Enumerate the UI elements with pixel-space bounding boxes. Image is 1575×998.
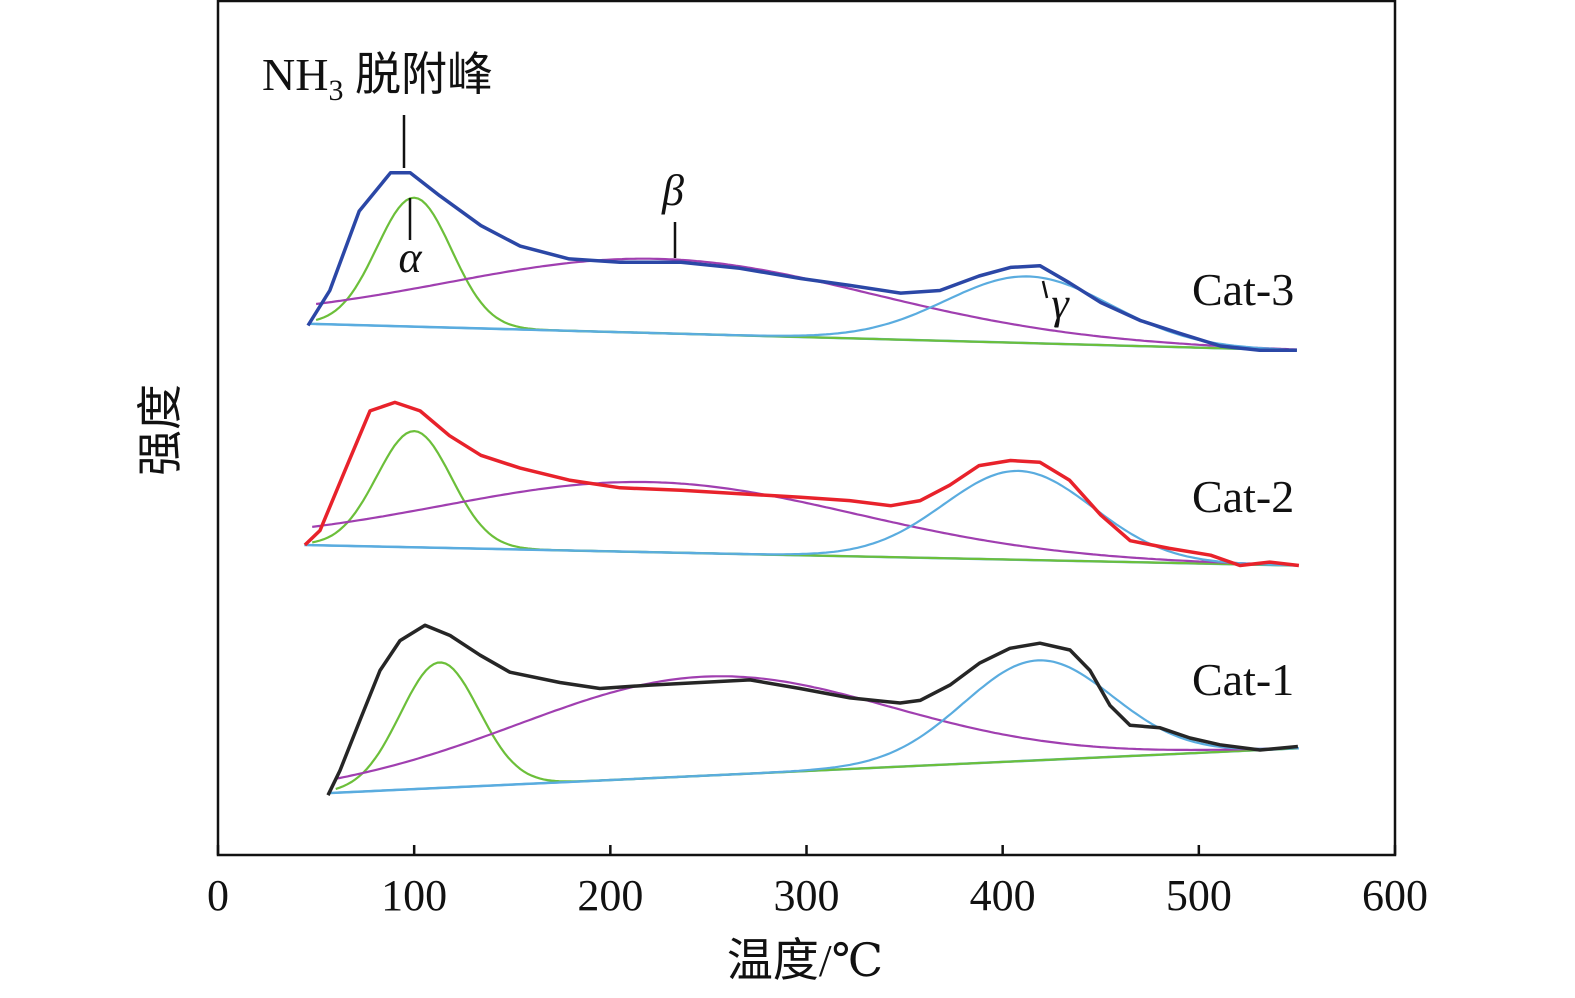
annotation-nh3-suffix: 脱附峰 [343,49,493,100]
annotation-nh3-desorption-peak: NH3 脱附峰 [262,49,493,107]
gamma-fit-cat-1 [335,659,1297,794]
annotation-alpha: α [398,233,422,282]
beta-fit-cat-2 [312,480,1297,567]
x-tick-label: 0 [207,871,229,920]
x-tick-label: 500 [1166,871,1232,920]
x-tick-label: 200 [577,871,643,920]
alpha-fit-cat-3 [315,196,1297,352]
x-axis-label: 温度/℃ [727,935,883,986]
series-line-cat-1 [326,623,1299,796]
gamma-fit-cat-2 [312,469,1297,567]
series-label-cat-2: Cat-2 [1192,471,1294,522]
annotation-gamma-leader [1041,280,1049,299]
x-tick-label: 300 [774,871,840,920]
alpha-fit-cat-2 [311,429,1297,567]
x-tick-label: 100 [381,871,447,920]
x-tick-label: 600 [1362,871,1428,920]
annotation-beta: β [661,166,684,215]
alpha-fit-cat-1 [335,661,1297,791]
series-label-cat-1: Cat-1 [1192,654,1294,705]
annotation-nh3-prefix: NH [262,49,328,100]
series-line-cat-3 [306,170,1297,353]
annotation-nh3-sub: 3 [328,74,343,107]
series-label-cat-3: Cat-3 [1192,264,1294,315]
x-tick-label: 400 [970,871,1036,920]
series-line-cat-2 [303,400,1300,568]
y-axis-label: 强度 [135,384,186,476]
annotation-gamma: γ [1051,279,1070,328]
beta-fit-cat-1 [335,675,1297,780]
gamma-fit-cat-3 [316,275,1297,352]
